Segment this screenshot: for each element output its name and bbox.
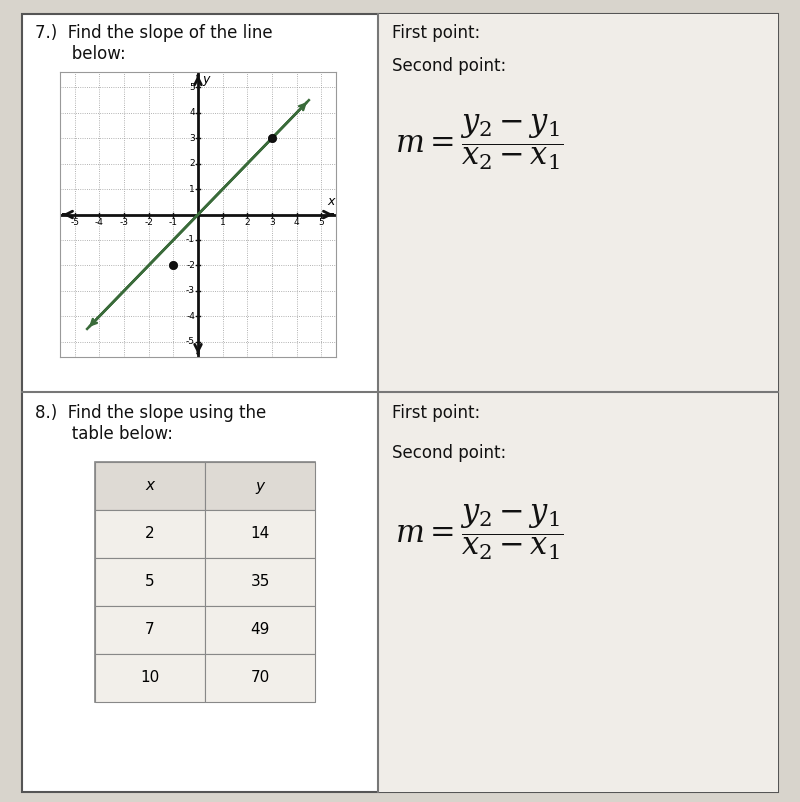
Text: 7.)  Find the slope of the line
       below:: 7.) Find the slope of the line below: xyxy=(35,24,273,63)
Text: 5: 5 xyxy=(190,83,195,92)
Text: x: x xyxy=(146,479,154,493)
Text: 14: 14 xyxy=(250,526,270,541)
Bar xyxy=(95,462,315,702)
Text: Second point:: Second point: xyxy=(392,57,506,75)
Text: 2: 2 xyxy=(145,526,155,541)
Text: 4: 4 xyxy=(294,217,299,227)
Text: 5: 5 xyxy=(145,574,155,589)
Text: 1: 1 xyxy=(190,184,195,193)
Text: Second point:: Second point: xyxy=(392,444,506,462)
Text: 35: 35 xyxy=(250,574,270,589)
Bar xyxy=(205,654,315,702)
Text: 3: 3 xyxy=(190,134,195,143)
Text: -5: -5 xyxy=(70,217,79,227)
Text: -3: -3 xyxy=(186,286,195,295)
Text: -2: -2 xyxy=(144,217,153,227)
Text: First point:: First point: xyxy=(392,404,480,422)
Text: -4: -4 xyxy=(186,312,195,321)
Text: 2: 2 xyxy=(245,217,250,227)
Bar xyxy=(378,392,778,792)
Text: 4: 4 xyxy=(190,108,195,117)
Bar xyxy=(95,462,205,510)
Text: 7: 7 xyxy=(145,622,155,638)
Bar xyxy=(205,558,315,606)
Bar xyxy=(95,654,205,702)
Text: x: x xyxy=(327,195,334,209)
Text: -2: -2 xyxy=(186,261,195,270)
Bar xyxy=(205,462,315,510)
Bar xyxy=(95,558,205,606)
Text: $\it{m} = \dfrac{\it{y}_2 - \it{y}_1}{\it{x}_2 - \it{x}_1}$: $\it{m} = \dfrac{\it{y}_2 - \it{y}_1}{\i… xyxy=(395,112,563,172)
Text: 10: 10 xyxy=(140,670,160,686)
Text: -3: -3 xyxy=(119,217,129,227)
Text: 2: 2 xyxy=(190,159,195,168)
Text: 49: 49 xyxy=(250,622,270,638)
Text: -1: -1 xyxy=(186,236,195,245)
Text: -1: -1 xyxy=(169,217,178,227)
Text: 1: 1 xyxy=(220,217,226,227)
Text: y: y xyxy=(202,74,210,87)
Bar xyxy=(378,14,778,392)
Text: 5: 5 xyxy=(318,217,324,227)
Text: $\it{m} = \dfrac{\it{y}_2 - \it{y}_1}{\it{x}_2 - \it{x}_1}$: $\it{m} = \dfrac{\it{y}_2 - \it{y}_1}{\i… xyxy=(395,502,563,561)
Bar xyxy=(95,510,205,558)
Bar xyxy=(205,606,315,654)
Text: y: y xyxy=(255,479,265,493)
Text: -4: -4 xyxy=(95,217,104,227)
Text: 8.)  Find the slope using the
       table below:: 8.) Find the slope using the table below… xyxy=(35,404,266,443)
Text: 70: 70 xyxy=(250,670,270,686)
Bar xyxy=(95,606,205,654)
Text: -5: -5 xyxy=(186,337,195,346)
Text: 3: 3 xyxy=(269,217,275,227)
Text: First point:: First point: xyxy=(392,24,480,42)
Bar xyxy=(205,510,315,558)
